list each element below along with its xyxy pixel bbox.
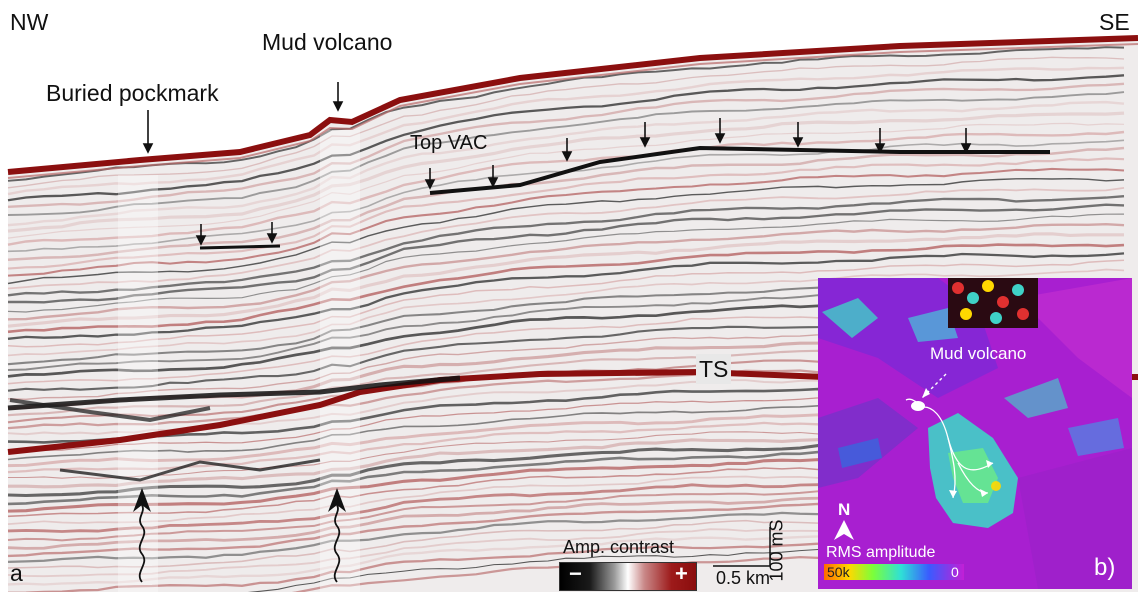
buried-pockmark-label: Buried pockmark [46, 80, 219, 106]
amplitude-minus: − [569, 561, 582, 586]
indicator-arrowhead [960, 143, 972, 154]
inset-mud-volcano-label: Mud volcano [930, 344, 1027, 363]
panel-b-letter: b) [1094, 554, 1116, 581]
fluid-arrow-right [333, 504, 341, 583]
indicator-arrowhead [561, 151, 573, 162]
amplitude-legend-title: Amp. contrast [563, 537, 675, 557]
indicator-arrowhead [142, 143, 154, 154]
indicator-arrowhead [714, 133, 726, 144]
reflector-line [7, 111, 1125, 233]
horizontal-scale-label: 0.5 km [716, 568, 771, 588]
ts-reflector [7, 368, 1138, 455]
rms-scale-max: 50k [827, 564, 850, 580]
reflector-line [7, 130, 1125, 246]
fluid-arrow-left [138, 504, 146, 583]
indicator-arrowhead [266, 233, 278, 244]
reflector-line [7, 157, 1125, 270]
panel-a-letter: a [10, 560, 23, 586]
seafloor-reflector [7, 35, 1138, 175]
reflector-line [7, 232, 1124, 328]
amplitude-plus: + [675, 561, 688, 586]
reflector-line [7, 187, 1125, 290]
orientation-se-label: SE [1099, 9, 1130, 35]
reflector-line [7, 46, 1125, 182]
indicator-arrowhead [874, 143, 886, 154]
indicator-arrowhead [792, 137, 804, 148]
reflector-line [7, 82, 1125, 208]
reflector-line [7, 74, 1125, 202]
north-label: N [838, 500, 851, 519]
indicator-arrowhead [332, 101, 344, 112]
rms-scale-min: 0 [951, 564, 959, 580]
mud-volcano-label: Mud volcano [262, 29, 393, 55]
reflector-line [7, 177, 1125, 285]
reflector-line [7, 268, 1125, 357]
reflector-line [7, 122, 1125, 239]
reflector-line [7, 252, 1125, 340]
reflector-line [7, 243, 1125, 334]
indicator-arrowhead [424, 179, 436, 190]
rms-amplitude-label: RMS amplitude [826, 544, 936, 561]
reflector-line [7, 146, 1125, 262]
reflector-line [7, 259, 1125, 348]
indicator-arrowhead [487, 177, 499, 188]
reflector-line [7, 91, 1125, 216]
amplitude-colorbar [559, 562, 697, 591]
ts-label: TS [696, 354, 732, 384]
reflector-line [7, 100, 1125, 227]
indicator-arrowhead [195, 235, 207, 246]
top-vac-reflector [429, 145, 1050, 195]
reflector-line [7, 195, 1125, 297]
reflector-line [7, 213, 1125, 313]
reflector-line [7, 222, 1125, 321]
orientation-nw-label: NW [10, 9, 49, 35]
reflector-line [7, 167, 1125, 277]
reflector-line [7, 56, 1125, 189]
rms-amplitude-map: Mud volcano N RMS amplitude 50k 0 b) [818, 278, 1132, 589]
top-vac-label: Top VAC [410, 132, 488, 154]
reflector-line [7, 66, 1125, 196]
checker-anomaly [948, 278, 1038, 328]
reflector-line [8, 203, 1125, 304]
indicator-arrowhead [639, 137, 651, 148]
